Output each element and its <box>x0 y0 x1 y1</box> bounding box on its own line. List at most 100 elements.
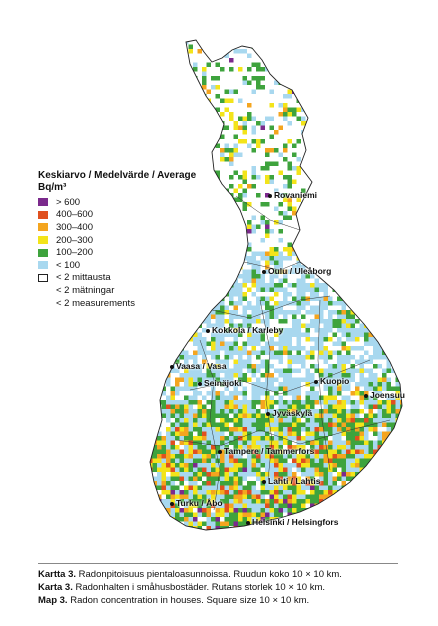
grid-cell <box>157 440 162 445</box>
grid-cell <box>170 355 175 360</box>
grid-cell <box>274 418 279 423</box>
grid-cell <box>364 481 369 486</box>
grid-cell <box>292 314 297 319</box>
grid-cell <box>359 494 364 499</box>
grid-cell <box>368 512 373 517</box>
grid-cell <box>238 251 243 256</box>
grid-cell <box>368 242 373 247</box>
grid-cell <box>274 287 279 292</box>
grid-cell <box>269 260 274 265</box>
grid-cell <box>395 287 400 292</box>
grid-cell <box>152 98 157 103</box>
grid-cell <box>157 481 162 486</box>
grid-cell <box>175 310 180 315</box>
grid-cell <box>386 269 391 274</box>
grid-cell <box>274 400 279 405</box>
grid-cell <box>373 341 378 346</box>
grid-cell <box>373 499 378 504</box>
grid-cell <box>150 512 153 517</box>
grid-cell <box>346 269 351 274</box>
grid-cell <box>314 296 319 301</box>
grid-cell <box>355 422 360 427</box>
grid-cell <box>337 130 342 135</box>
grid-cell <box>337 377 342 382</box>
grid-cell <box>278 400 283 405</box>
grid-cell <box>233 427 238 432</box>
grid-cell <box>184 350 189 355</box>
grid-cell <box>355 256 360 261</box>
grid-cell <box>355 116 360 121</box>
grid-cell <box>211 413 216 418</box>
grid-cell <box>391 463 396 468</box>
grid-cell <box>296 166 301 171</box>
grid-cell <box>233 328 238 333</box>
grid-cell <box>229 296 234 301</box>
grid-cell <box>373 373 378 378</box>
grid-cell <box>305 458 310 463</box>
grid-cell <box>242 359 247 364</box>
grid-cell <box>368 472 373 477</box>
grid-cell <box>319 350 324 355</box>
grid-cell <box>251 346 256 351</box>
grid-cell <box>332 481 337 486</box>
grid-cell <box>337 283 342 288</box>
grid-cell <box>175 368 180 373</box>
grid-cell <box>332 40 337 45</box>
grid-cell <box>337 400 342 405</box>
grid-cell <box>269 404 274 409</box>
grid-cell <box>247 328 252 333</box>
grid-cell <box>152 395 157 400</box>
grid-cell <box>301 305 306 310</box>
grid-cell <box>301 458 306 463</box>
grid-cell <box>373 427 378 432</box>
grid-cell <box>355 458 360 463</box>
grid-cell <box>197 130 202 135</box>
grid-cell <box>359 107 364 112</box>
grid-cell <box>292 422 297 427</box>
grid-cell <box>175 503 180 508</box>
grid-cell <box>256 512 261 517</box>
grid-cell <box>170 436 175 441</box>
grid-cell <box>364 454 369 459</box>
grid-cell <box>337 427 342 432</box>
grid-cell <box>256 193 261 198</box>
grid-cell <box>238 409 243 414</box>
grid-cell <box>202 287 207 292</box>
grid-cell <box>283 94 288 99</box>
grid-cell <box>323 188 328 193</box>
grid-cell <box>278 53 283 58</box>
grid-cell <box>337 499 342 504</box>
grid-cell <box>220 278 225 283</box>
grid-cell <box>274 476 279 481</box>
grid-cell <box>265 296 270 301</box>
grid-cell <box>274 350 279 355</box>
grid-cell <box>224 89 229 94</box>
grid-cell <box>364 233 369 238</box>
grid-cell <box>202 463 207 468</box>
grid-cell <box>269 62 274 67</box>
grid-cell <box>229 314 234 319</box>
grid-cell <box>247 80 252 85</box>
grid-cell <box>368 188 373 193</box>
grid-cell <box>224 44 229 49</box>
grid-cell <box>206 139 211 144</box>
grid-cell <box>373 328 378 333</box>
grid-cell <box>292 323 297 328</box>
grid-cell <box>193 332 198 337</box>
grid-cell <box>350 337 355 342</box>
grid-cell <box>301 215 306 220</box>
grid-cell <box>292 476 297 481</box>
grid-cell <box>256 251 261 256</box>
legend-unit: Bq/m³ <box>38 182 67 193</box>
grid-cell <box>400 508 402 513</box>
grid-cell <box>215 85 220 90</box>
grid-cell <box>395 269 400 274</box>
grid-cell <box>193 85 198 90</box>
grid-cell <box>355 260 360 265</box>
grid-cell <box>256 287 261 292</box>
grid-cell <box>323 377 328 382</box>
grid-cell <box>197 287 202 292</box>
grid-cell <box>211 517 216 522</box>
grid-cell <box>161 314 166 319</box>
grid-cell <box>188 373 193 378</box>
